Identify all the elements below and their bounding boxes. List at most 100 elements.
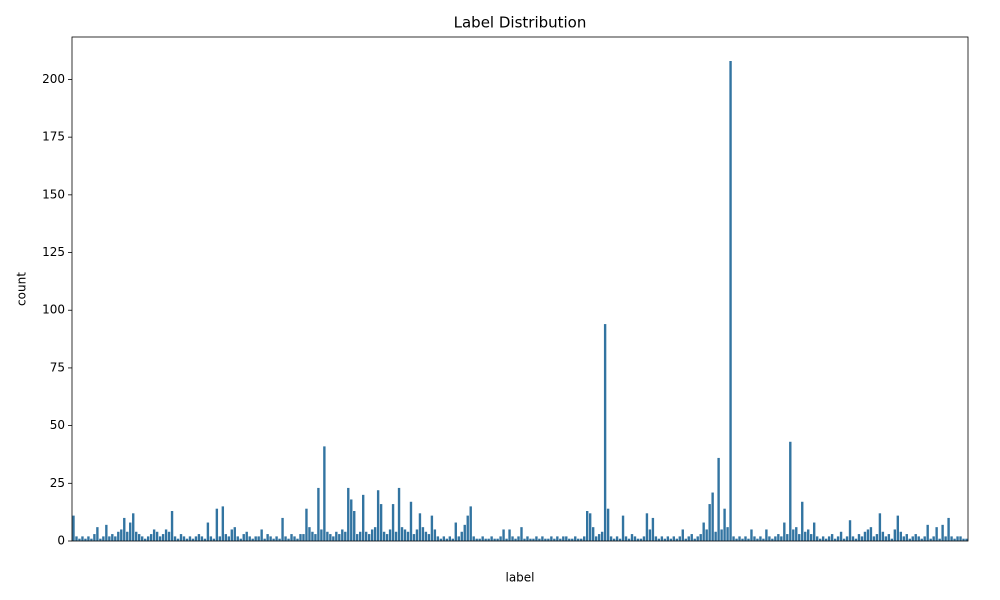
bar	[496, 538, 499, 541]
bar	[603, 324, 607, 541]
bar	[633, 536, 637, 541]
bar	[824, 538, 828, 541]
bar	[708, 504, 711, 541]
bar	[475, 538, 478, 541]
bar	[173, 536, 177, 541]
bar	[478, 538, 481, 541]
bar	[418, 513, 422, 541]
bar	[140, 536, 144, 541]
bar	[123, 517, 126, 541]
bar	[305, 508, 308, 541]
bar	[645, 513, 649, 541]
bar	[663, 538, 667, 541]
bar	[87, 536, 90, 541]
bar	[672, 536, 676, 541]
bar	[227, 536, 230, 541]
bar	[926, 524, 929, 541]
bar	[260, 529, 263, 541]
bar	[786, 534, 789, 541]
y-tick-label: 50	[50, 418, 65, 432]
bar	[445, 538, 449, 541]
bar	[905, 534, 908, 541]
bar	[866, 529, 870, 541]
bar	[606, 508, 610, 541]
bar	[376, 490, 380, 541]
bar	[508, 529, 511, 541]
bar	[257, 536, 260, 541]
bar	[678, 536, 681, 541]
bar	[143, 538, 147, 541]
bar	[302, 534, 305, 541]
plot-frame	[71, 36, 969, 542]
bar	[493, 538, 496, 541]
bar	[875, 534, 879, 541]
y-tick-label: 100	[42, 303, 65, 317]
bar	[329, 534, 332, 541]
bar	[338, 534, 341, 541]
bar	[170, 511, 174, 541]
bar	[780, 536, 783, 541]
bar	[669, 538, 673, 541]
bar	[660, 536, 664, 541]
bar	[451, 538, 454, 541]
bar	[804, 531, 807, 541]
bar	[798, 534, 801, 541]
bar	[869, 527, 873, 541]
bar	[597, 534, 601, 541]
bar	[182, 536, 186, 541]
y-axis-label: count	[15, 272, 29, 306]
bar	[391, 504, 395, 541]
bar	[612, 538, 616, 541]
x-axis-label: label	[505, 571, 534, 585]
bar	[580, 538, 583, 541]
bar	[466, 515, 469, 541]
y-tick-label: 150	[42, 187, 65, 201]
bar	[251, 538, 254, 541]
bar	[385, 534, 389, 541]
bar	[132, 513, 135, 541]
bar	[433, 529, 437, 541]
bar	[932, 536, 935, 541]
bar	[197, 534, 201, 541]
bar	[636, 538, 640, 541]
bar	[152, 529, 156, 541]
bar	[553, 538, 556, 541]
bar	[956, 536, 959, 541]
bar	[412, 534, 416, 541]
bar	[146, 536, 150, 541]
bar	[744, 536, 747, 541]
bar	[762, 538, 765, 541]
bar	[792, 529, 795, 541]
bar	[323, 446, 326, 541]
bar	[403, 529, 407, 541]
bar	[810, 534, 813, 541]
bar	[126, 531, 129, 541]
bar	[618, 538, 622, 541]
bar	[242, 534, 245, 541]
bar	[902, 536, 905, 541]
bar	[454, 522, 457, 541]
bar	[415, 529, 419, 541]
bar	[747, 538, 750, 541]
bar	[382, 531, 386, 541]
bar	[457, 536, 460, 541]
bar	[941, 524, 944, 541]
bar	[893, 529, 897, 541]
bar	[911, 536, 914, 541]
bar	[335, 531, 338, 541]
bar	[233, 527, 236, 541]
bar	[179, 534, 183, 541]
bar	[344, 531, 347, 541]
bar	[738, 536, 741, 541]
bar	[314, 534, 317, 541]
bar	[935, 527, 938, 541]
bar	[556, 536, 559, 541]
bar	[801, 501, 804, 541]
bar	[887, 534, 891, 541]
bar	[771, 538, 774, 541]
bar	[514, 538, 517, 541]
bar	[111, 534, 114, 541]
bar	[239, 538, 242, 541]
bar	[621, 515, 625, 541]
bar	[93, 534, 96, 541]
